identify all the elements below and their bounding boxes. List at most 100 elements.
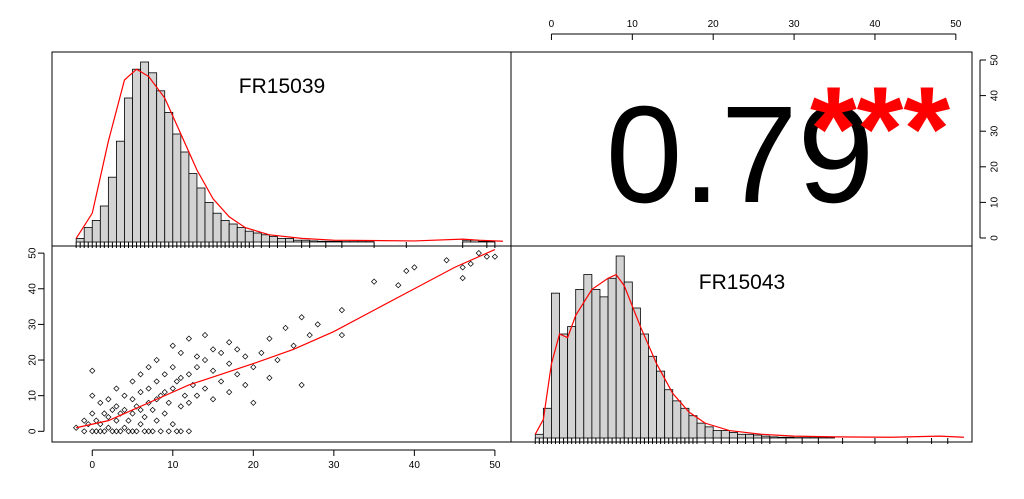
- fr15043-hist-bar: [608, 278, 616, 438]
- scatter-point: [130, 397, 135, 402]
- scatter-point: [484, 254, 489, 259]
- scatter-point: [476, 251, 481, 256]
- scatter-point: [492, 254, 497, 259]
- fr15039-hist-bar: [237, 228, 245, 242]
- scatter-point: [106, 425, 111, 430]
- axis-right-tick-label: 20: [990, 161, 1001, 173]
- scatter-point: [170, 343, 175, 348]
- scatter-point: [146, 365, 151, 370]
- axis-bottom-tick-label: 0: [89, 460, 95, 471]
- fr15039-hist-bar: [334, 241, 342, 242]
- fr15039-hist-bar: [253, 233, 261, 242]
- scatter-point: [90, 368, 95, 373]
- scatter-point: [299, 382, 304, 387]
- fr15039-hist-bar: [205, 202, 213, 242]
- axis-right-tick-label: 30: [990, 125, 1001, 137]
- fr15043-hist-bar: [689, 416, 697, 438]
- fr15043-hist-bar: [681, 408, 689, 438]
- scatter-point: [194, 393, 199, 398]
- fr15043-hist-bar: [770, 437, 778, 438]
- scatter-point: [178, 375, 183, 380]
- axis-top-tick-label: 40: [869, 19, 881, 30]
- scatter-smoother-line: [76, 250, 495, 428]
- scatter-point: [90, 411, 95, 416]
- scatter-point: [227, 340, 232, 345]
- fr15039-hist-bar: [157, 91, 165, 242]
- scatter-point: [186, 400, 191, 405]
- fr15043-hist-bar: [762, 436, 770, 438]
- scatter-point: [235, 372, 240, 377]
- axis-bottom-tick-label: 10: [167, 460, 179, 471]
- fr15039-hist-bar: [261, 235, 269, 242]
- scatter-point: [267, 375, 272, 380]
- scatter-point: [186, 429, 191, 434]
- axis-bottom-tick-label: 40: [409, 460, 421, 471]
- scatter-point: [460, 275, 465, 280]
- fr15039-hist-bar: [245, 231, 253, 242]
- scatter-point: [142, 414, 147, 419]
- scatter-point: [138, 372, 143, 377]
- scatter-point: [82, 429, 87, 434]
- fr15039-hist-bar: [189, 174, 197, 242]
- scatter-point: [210, 397, 215, 402]
- fr15043-hist-bar: [673, 401, 681, 438]
- fr15043-hist-bar: [592, 289, 600, 438]
- fr15039-hist-bar: [286, 238, 294, 242]
- scatter-point: [130, 411, 135, 416]
- fr15039-hist-bar: [165, 112, 173, 242]
- fr15043-hist-bar: [657, 371, 665, 438]
- scatter-point: [315, 322, 320, 327]
- scatter-point: [372, 279, 377, 284]
- scatter-point: [154, 379, 159, 384]
- fr15043-hist-bar: [705, 427, 713, 438]
- fr15039-hist-bar: [116, 141, 124, 242]
- scatter-point: [291, 343, 296, 348]
- fr15039-hist-bar: [269, 237, 277, 242]
- fr15039-hist-bar: [124, 98, 132, 242]
- fr15043-hist-bar: [746, 434, 754, 438]
- scatter-point: [114, 404, 119, 409]
- fr15043-hist-bar: [535, 434, 543, 438]
- fr15043-hist-bar: [713, 431, 721, 438]
- fr15039-hist-bar: [277, 238, 285, 242]
- fr15043-hist-bar: [778, 437, 786, 438]
- scatter-point: [339, 332, 344, 337]
- fr15039-hist-bar: [221, 220, 229, 242]
- scatter-point: [404, 268, 409, 273]
- scatter-point: [138, 390, 143, 395]
- scatter-point: [174, 379, 179, 384]
- scatter-point: [154, 357, 159, 362]
- scatter-point: [90, 393, 95, 398]
- fr15039-hist-bar: [181, 152, 189, 242]
- scatter-point: [178, 404, 183, 409]
- scatter-point: [182, 393, 187, 398]
- scatter-point: [102, 411, 107, 416]
- scatter-point: [186, 336, 191, 341]
- scatter-point: [178, 350, 183, 355]
- scatter-point: [138, 422, 143, 427]
- scatter-point: [146, 386, 151, 391]
- scatter-point: [275, 357, 280, 362]
- scatter-point: [251, 400, 256, 405]
- scatter-point: [122, 407, 127, 412]
- fr15039-hist-bar: [326, 241, 334, 242]
- fr15039-hist-bar: [141, 62, 149, 242]
- scatter-point: [170, 422, 175, 427]
- scatter-point: [235, 347, 240, 352]
- fr15043-hist-bar: [600, 297, 608, 438]
- fr15043-hist-bar: [624, 282, 632, 438]
- fr15039-hist-bar: [108, 177, 116, 242]
- scatter-point: [162, 372, 167, 377]
- fr15043-hist-bar: [665, 390, 673, 438]
- scatter-point: [106, 397, 111, 402]
- scatter-point: [259, 350, 264, 355]
- scatter-point: [154, 418, 159, 423]
- fr15043-hist-bar: [648, 356, 656, 438]
- scatter-point: [194, 354, 199, 359]
- scatter-point: [460, 265, 465, 270]
- scatter-point: [339, 308, 344, 313]
- scatter-point: [150, 407, 155, 412]
- scatter-point: [202, 357, 207, 362]
- scatter-point: [251, 365, 256, 370]
